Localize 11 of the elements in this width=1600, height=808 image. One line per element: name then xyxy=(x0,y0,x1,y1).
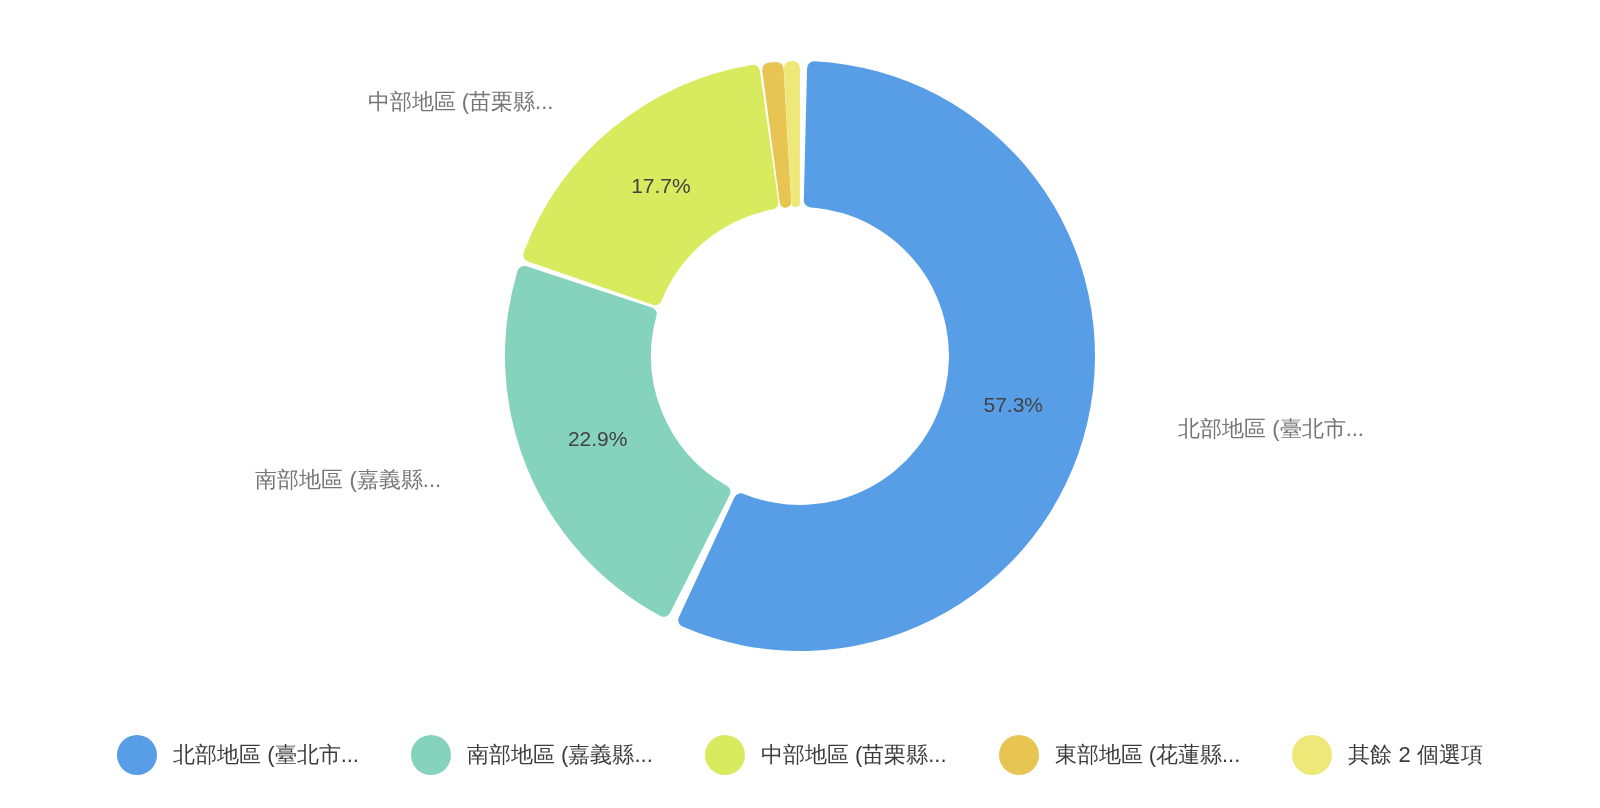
data-label: 17.7% xyxy=(631,173,691,197)
data-label: 22.9% xyxy=(567,426,628,450)
slice-label: 南部地區 (嘉義縣... xyxy=(255,467,442,493)
legend-label: 北部地區 (臺北市... xyxy=(173,741,359,769)
legend-label: 中部地區 (苗栗縣... xyxy=(760,741,947,769)
slice-label: 中部地區 (苗栗縣... xyxy=(367,89,554,115)
legend-label: 其餘 2 個選項 xyxy=(1348,741,1483,769)
legend-label: 東部地區 (花蓮縣... xyxy=(1054,741,1241,769)
legend-label: 南部地區 (嘉義縣... xyxy=(466,741,653,769)
data-label: 57.3% xyxy=(983,392,1044,416)
slice-label: 北部地區 (臺北市... xyxy=(1178,416,1364,442)
